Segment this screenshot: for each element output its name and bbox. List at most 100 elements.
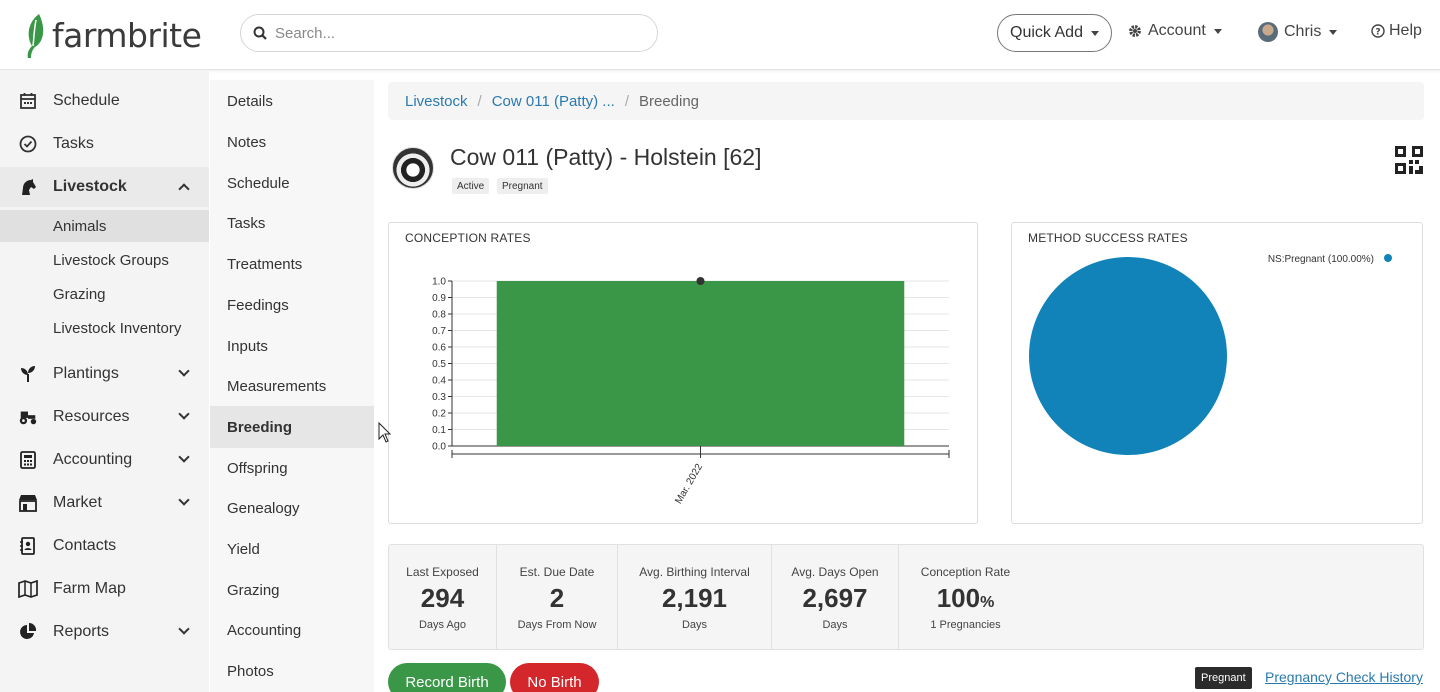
search-box[interactable] <box>240 14 658 52</box>
account-menu[interactable]: Account <box>1128 22 1222 40</box>
submenu-feedings[interactable]: Feedings <box>227 296 289 314</box>
page-title: Cow 011 (Patty) - Holstein [62] <box>450 144 762 170</box>
submenu-measurements[interactable]: Measurements <box>227 377 327 395</box>
submenu-grazing[interactable]: Grazing <box>227 581 280 599</box>
y-tick-label: 0.0 <box>432 442 446 453</box>
chevron-down-icon <box>178 365 190 377</box>
submenu-notes[interactable]: Notes <box>227 133 267 151</box>
breadcrumb-livestock[interactable]: Livestock <box>405 92 468 110</box>
stat-value: 2,697 <box>802 583 868 613</box>
submenu-treatments[interactable]: Treatments <box>227 255 303 273</box>
sidebar-item-market[interactable]: Market <box>0 483 209 523</box>
quick-add-label: Quick Add <box>1010 24 1083 41</box>
status-badge-active: Active <box>452 178 490 194</box>
submenu-genealogy[interactable]: Genealogy <box>227 499 300 517</box>
pie-chart-icon <box>18 622 38 642</box>
status-badge-pregnant: Pregnant <box>497 178 548 194</box>
submenu-schedule[interactable]: Schedule <box>227 174 290 192</box>
breadcrumb: Livestock / Cow 011 (Patty) ... / Breedi… <box>388 82 1424 120</box>
stat-sub: Days <box>822 619 848 631</box>
stat-birthing-interval: Avg. Birthing Interval 2,191 Days <box>618 545 772 649</box>
sidebar-item-label: Plantings <box>53 365 119 382</box>
legend-label: NS:Pregnant (100.00%) <box>1268 254 1374 265</box>
pregnant-tag: Pregnant <box>1195 667 1252 689</box>
store-icon <box>18 493 38 513</box>
stat-sub: Days <box>681 619 708 631</box>
sidebar-item-livestock[interactable]: Livestock <box>0 167 209 207</box>
sidebar-subitem-livestock-inventory[interactable]: Livestock Inventory <box>53 319 182 337</box>
calendar-icon <box>18 91 38 111</box>
account-label: Account <box>1148 22 1206 39</box>
chevron-down-icon <box>178 494 190 506</box>
top-header: farmbrite Quick Add Account Chris ? Help <box>0 0 1440 70</box>
y-tick-label: 0.7 <box>432 326 446 337</box>
sidebar-item-schedule[interactable]: Schedule <box>0 81 209 121</box>
horse-icon <box>18 177 38 197</box>
sidebar-item-farm-map[interactable]: Farm Map <box>0 569 209 609</box>
sidebar-item-label: Contacts <box>53 537 117 554</box>
sidebar-item-contacts[interactable]: Contacts <box>0 526 209 566</box>
stat-label: Last Exposed <box>406 565 479 579</box>
method-success-panel: METHOD SUCCESS RATES NS:Pregnant (100.00… <box>1011 222 1423 524</box>
stat-label: Avg. Birthing Interval <box>639 565 750 579</box>
y-tick-label: 0.8 <box>432 310 446 321</box>
qr-code-icon[interactable] <box>1395 146 1423 174</box>
animal-submenu: Details Notes Schedule Tasks Treatments … <box>210 80 374 692</box>
submenu-accounting[interactable]: Accounting <box>227 621 302 639</box>
search-input[interactable] <box>275 24 635 42</box>
sidebar-item-reports[interactable]: Reports <box>0 612 209 652</box>
animal-avatar[interactable] <box>392 147 434 189</box>
breadcrumb-current: Breeding <box>638 92 700 110</box>
submenu-tasks[interactable]: Tasks <box>227 214 266 232</box>
breadcrumb-separator: / <box>624 92 629 110</box>
y-tick-label: 0.2 <box>432 409 446 420</box>
sidebar-item-tasks[interactable]: Tasks <box>0 124 209 164</box>
stat-unit: % <box>980 594 995 611</box>
map-icon <box>18 579 38 599</box>
submenu-details[interactable]: Details <box>227 92 273 110</box>
stat-value: 294 <box>420 583 465 613</box>
stat-value: 2,191 <box>661 583 728 613</box>
address-book-icon <box>18 536 38 556</box>
caret-down-icon <box>1213 28 1222 34</box>
sidebar-item-accounting[interactable]: Accounting <box>0 440 209 480</box>
stat-last-exposed: Last Exposed 294 Days Ago <box>389 545 497 649</box>
sidebar-item-resources[interactable]: Resources <box>0 397 209 437</box>
mouse-cursor-icon <box>378 422 392 443</box>
sidebar-subitem-animals[interactable]: Animals <box>0 210 209 242</box>
sidebar-subitem-grazing[interactable]: Grazing <box>53 285 106 303</box>
y-tick-label: 0.4 <box>432 376 446 387</box>
farmbrite-logo[interactable]: farmbrite <box>24 12 202 58</box>
stat-conception-rate: Conception Rate 100% 1 Pregnancies <box>899 545 1032 649</box>
submenu-yield[interactable]: Yield <box>227 540 260 558</box>
sidebar-item-label: Accounting <box>53 451 133 468</box>
sidebar-item-plantings[interactable]: Plantings <box>0 354 209 394</box>
stat-sub: Days From Now <box>517 619 597 631</box>
stat-value: 100% <box>936 583 995 613</box>
y-tick-label: 0.5 <box>432 359 446 370</box>
sidebar-subitem-livestock-groups[interactable]: Livestock Groups <box>53 251 169 269</box>
submenu-breeding[interactable]: Breeding <box>210 406 374 448</box>
user-menu[interactable]: Chris <box>1258 22 1338 42</box>
sidebar-item-label: Farm Map <box>53 580 126 597</box>
pie-slice <box>1029 257 1227 455</box>
pregnancy-check-history-link[interactable]: Pregnancy Check History <box>1265 669 1423 685</box>
submenu-offspring[interactable]: Offspring <box>227 459 288 477</box>
chevron-down-icon <box>178 451 190 463</box>
submenu-photos[interactable]: Photos <box>227 662 274 680</box>
panel-title: METHOD SUCCESS RATES <box>1028 231 1188 245</box>
sidebar-item-label: Schedule <box>53 92 120 109</box>
stat-sub: 1 Pregnancies <box>930 619 1001 631</box>
stat-label: Conception Rate <box>920 565 1011 579</box>
no-birth-button[interactable]: No Birth <box>510 663 599 692</box>
record-birth-button[interactable]: Record Birth <box>388 663 506 692</box>
chevron-down-icon <box>178 623 190 635</box>
breadcrumb-separator: / <box>477 92 482 110</box>
help-link[interactable]: ? Help <box>1371 22 1422 40</box>
bar-point <box>696 277 705 285</box>
tractor-icon <box>18 407 38 427</box>
submenu-inputs[interactable]: Inputs <box>227 337 268 355</box>
user-name: Chris <box>1284 23 1322 40</box>
breadcrumb-animal[interactable]: Cow 011 (Patty) ... <box>491 92 615 110</box>
quick-add-button[interactable]: Quick Add <box>997 14 1112 52</box>
